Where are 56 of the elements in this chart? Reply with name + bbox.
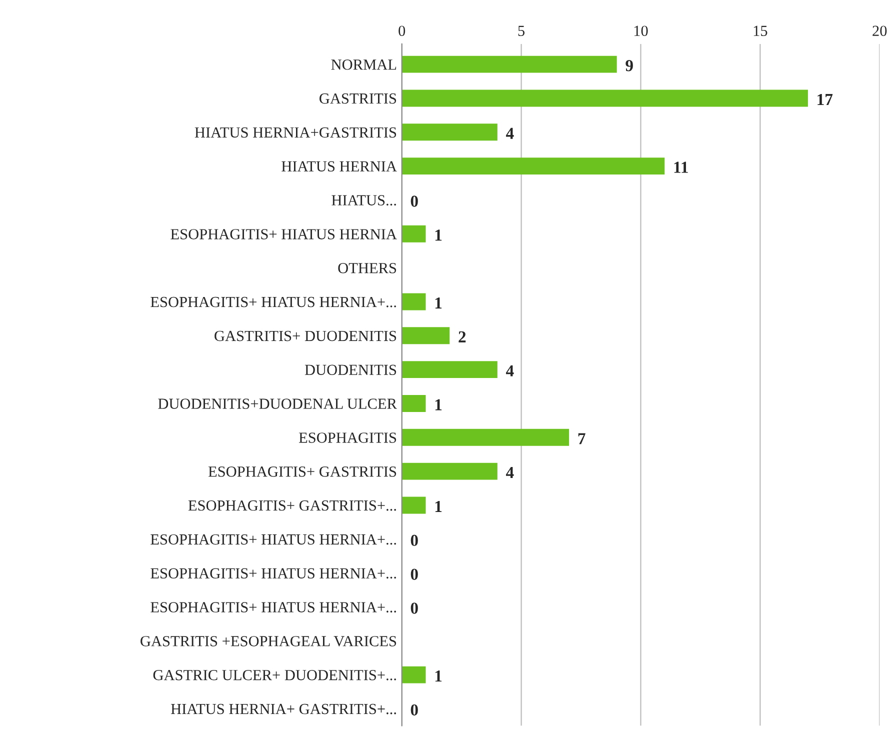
y-tick-label: ESOPHAGITIS+ HIATUS HERNIA+... xyxy=(150,568,396,579)
y-tick-label: GASTRIC ULCER+ DUODENITIS+... xyxy=(153,670,396,680)
data-label: 0 xyxy=(410,196,418,207)
y-tick-label: HIATUS HERNIA+ GASTRITIS+... xyxy=(170,704,396,714)
bar xyxy=(402,666,426,684)
y-tick-label: HIATUS... xyxy=(332,195,396,206)
y-tick-label: GASTRITIS xyxy=(320,93,396,104)
y-tick-label: DUODENITIS+DUODENAL ULCER xyxy=(158,398,397,409)
bar xyxy=(402,327,450,344)
y-tick-label: HIATUS HERNIA+GASTRITIS xyxy=(194,127,396,138)
bar xyxy=(402,90,808,107)
y-tick-label: GASTRITIS +ESOPHAGEAL VARICES xyxy=(140,636,396,646)
y-tick-label: HIATUS HERNIA xyxy=(282,161,397,172)
data-label: 1 xyxy=(435,399,442,410)
y-tick-label: ESOPHAGITIS+ GASTRITIS+... xyxy=(188,500,396,511)
data-label: 17 xyxy=(818,94,833,105)
y-tick-label: DUODENITIS xyxy=(304,364,396,376)
data-label: 1 xyxy=(435,297,442,308)
data-label: 11 xyxy=(674,162,688,173)
data-label: 9 xyxy=(626,60,633,72)
data-label: 1 xyxy=(435,230,442,241)
bar xyxy=(402,124,498,141)
y-tick-label: ESOPHAGITIS+ HIATUS HERNIA+... xyxy=(150,296,396,308)
bar xyxy=(402,225,426,242)
data-label: 2 xyxy=(458,331,466,342)
data-label: 7 xyxy=(578,433,586,444)
x-tick-label: 0 xyxy=(398,26,406,36)
data-label: 0 xyxy=(410,568,418,580)
bar xyxy=(402,395,426,412)
y-tick-label: ESOPHAGITIS+ GASTRITIS xyxy=(208,466,396,477)
x-tick-label: 5 xyxy=(518,26,525,36)
y-tick-label: GASTRITIS+ DUODENITIS xyxy=(214,330,396,342)
data-label: 1 xyxy=(435,500,442,512)
bar xyxy=(402,158,665,175)
x-tick-label: 10 xyxy=(634,26,648,36)
bar xyxy=(402,462,498,480)
x-tick-label: 15 xyxy=(754,26,768,36)
data-label: 0 xyxy=(410,534,418,546)
y-tick-label: ESOPHAGITIS+ HIATUS HERNIA+... xyxy=(150,534,396,545)
data-label: 1 xyxy=(435,670,442,682)
data-label: 4 xyxy=(506,365,514,376)
bar xyxy=(402,293,426,310)
data-label: 4 xyxy=(506,128,514,139)
data-label: 0 xyxy=(410,602,418,614)
y-tick-label: ESOPHAGITIS+ HIATUS HERNIA xyxy=(170,229,397,240)
data-label: 0 xyxy=(410,704,418,716)
x-tick-label: 20 xyxy=(872,26,887,36)
bar xyxy=(402,56,617,73)
bar xyxy=(402,361,498,378)
bar xyxy=(402,496,426,514)
y-tick-label: OTHERS xyxy=(338,263,396,274)
data-label: 4 xyxy=(506,467,514,478)
y-tick-label: ESOPHAGITIS xyxy=(298,432,396,443)
y-tick-label: ESOPHAGITIS+ HIATUS HERNIA+... xyxy=(150,602,396,612)
bar xyxy=(402,428,570,446)
y-tick-label: NORMAL xyxy=(331,60,396,70)
